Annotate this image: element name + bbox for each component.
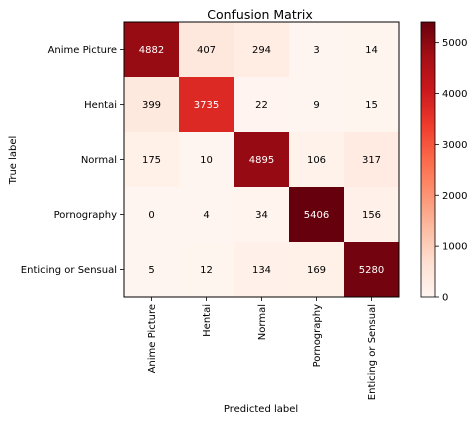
heatmap-cell: [344, 242, 400, 298]
cell-value-label: 9: [313, 100, 319, 111]
heatmap-cell: [289, 22, 345, 78]
cell-value-label: 156: [362, 210, 381, 221]
y-tick-label: Pornography: [54, 210, 117, 221]
heatmap-cell: [289, 187, 345, 243]
y-tick-label: Hentai: [84, 100, 117, 111]
x-tick-label: Pornography: [312, 304, 323, 367]
heatmap-cell: [124, 187, 180, 243]
heatmap-cell: [124, 242, 180, 298]
cell-value-label: 169: [307, 265, 326, 276]
heatmap-cell: [234, 132, 290, 188]
cell-value-label: 15: [365, 100, 378, 111]
heatmap-cell: [124, 22, 180, 78]
y-axis-label: True label: [8, 136, 19, 186]
cell-value-label: 4: [203, 210, 209, 221]
heatmap-cell: [344, 22, 400, 78]
cell-value-label: 14: [365, 45, 378, 56]
y-tick-label: Anime Picture: [48, 45, 117, 56]
colorbar-tick-label: 5000: [442, 38, 467, 49]
cell-value-label: 22: [255, 100, 268, 111]
x-axis-label: Predicted label: [224, 404, 298, 415]
x-tick-label: Enticing or Sensual: [367, 304, 378, 400]
heatmap-cell: [234, 77, 290, 133]
heatmap-cell: [179, 187, 235, 243]
heatmap-cell: [289, 77, 345, 133]
cell-value-label: 407: [197, 45, 216, 56]
cell-value-label: 175: [142, 155, 161, 166]
y-tick-label: Normal: [81, 155, 117, 166]
cell-value-label: 317: [362, 155, 381, 166]
cell-value-label: 106: [307, 155, 326, 166]
x-axis-ticks: Anime Picture Hentai Normal Pornography Enti…: [147, 297, 378, 400]
colorbar-tick-label: 1000: [442, 242, 467, 253]
cell-value-label: 5406: [304, 210, 329, 221]
heatmap-cell: [344, 132, 400, 188]
heatmap-cell: [179, 132, 235, 188]
cell-value-label: 4882: [139, 45, 164, 56]
colorbar-tick-label: 3000: [442, 140, 467, 151]
colorbar-ticks: 0 1000 2000 3000 4000 5000: [435, 38, 467, 304]
heatmap-cells: 4882 407 294 3 14 399 3735 22 9 15 175 10 4895 106 317…: [124, 22, 400, 298]
cell-value-label: 34: [255, 210, 268, 221]
cell-value-label: 3735: [194, 100, 219, 111]
cell-value-label: 12: [200, 265, 213, 276]
cell-value-label: 134: [252, 265, 271, 276]
y-tick-label: Enticing or Sensual: [21, 265, 117, 276]
cell-value-label: 0: [148, 210, 154, 221]
heatmap-cell: [179, 77, 235, 133]
cell-value-label: 3: [313, 45, 319, 56]
cell-value-label: 294: [252, 45, 271, 56]
x-tick-label: Normal: [257, 304, 268, 340]
colorbar: [420, 21, 436, 298]
heatmap-cell: [179, 22, 235, 78]
cell-value-label: 399: [142, 100, 161, 111]
heatmap-cell: [179, 242, 235, 298]
colorbar-tick-label: 4000: [442, 89, 467, 100]
x-tick-label: Anime Picture: [147, 304, 158, 373]
heatmap-cell: [234, 242, 290, 298]
heatmap-cell: [234, 22, 290, 78]
cell-value-label: 5280: [359, 265, 384, 276]
colorbar-tick-label: 0: [442, 293, 448, 304]
heatmap-cell: [344, 187, 400, 243]
heatmap-cell: [124, 77, 180, 133]
cell-value-label: 5: [148, 265, 154, 276]
heatmap-cell: [289, 132, 345, 188]
chart-title: Confusion Matrix: [207, 7, 313, 22]
heatmap-cell: [124, 132, 180, 188]
cell-value-label: 10: [200, 155, 213, 166]
heatmap-cell: [289, 242, 345, 298]
cell-value-label: 4895: [249, 155, 274, 166]
heatmap-cell: [344, 77, 400, 133]
x-tick-label: Hentai: [202, 304, 213, 337]
heatmap-cell: [234, 187, 290, 243]
colorbar-tick-label: 2000: [442, 191, 467, 202]
y-axis-ticks: Anime Picture Hentai Normal Pornography Enti…: [21, 45, 124, 276]
